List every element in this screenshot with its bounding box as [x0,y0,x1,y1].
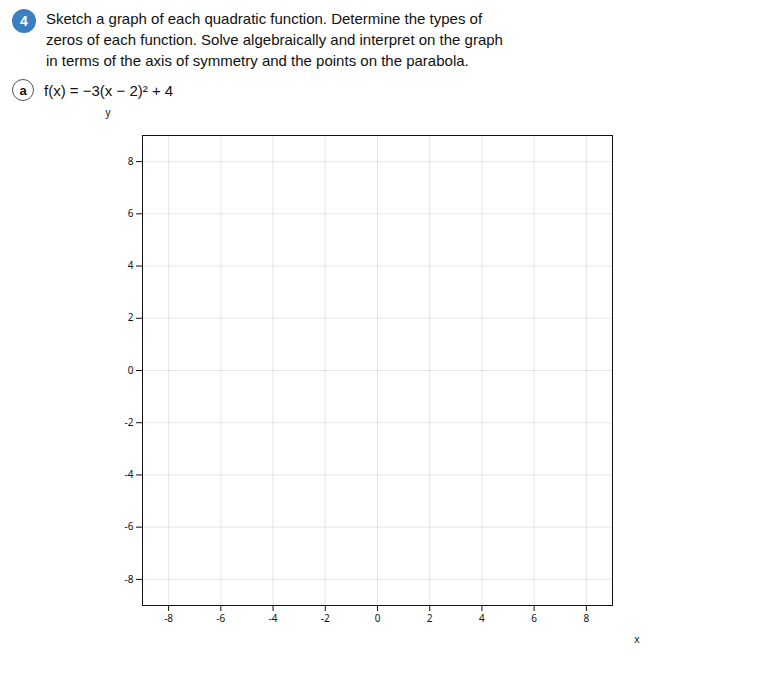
svg-text:-4: -4 [125,467,134,481]
svg-text:x: x [634,632,640,646]
svg-text:0: 0 [375,611,381,625]
svg-text:-2: -2 [125,415,134,429]
html-text:Sketch a graph of each quadrat: Sketch a graph of each quadratic functio… [46,10,503,69]
svg-text:y: y [106,105,112,119]
svg-text:0: 0 [128,363,134,377]
html-text:f(x) = −3(x − 2)² + 4: f(x) = −3(x − 2)² + 4 [44,81,174,99]
svg-text:-8: -8 [125,572,134,586]
svg-text:-4: -4 [269,611,278,625]
html-text:4: 4 [20,13,28,29]
svg-text:4: 4 [479,611,485,625]
svg-text:-6: -6 [216,611,225,625]
svg-text:8: 8 [128,154,134,168]
svg-text:-6: -6 [125,519,134,533]
svg-text:8: 8 [584,611,590,625]
svg-text:-8: -8 [164,611,173,625]
svg-text:6: 6 [128,206,134,220]
svg-text:4: 4 [128,258,134,272]
svg-text:6: 6 [531,611,537,625]
svg-text:-2: -2 [321,611,330,625]
html-text:a: a [19,82,27,98]
svg-text:2: 2 [128,310,134,324]
svg-text:2: 2 [427,611,433,625]
